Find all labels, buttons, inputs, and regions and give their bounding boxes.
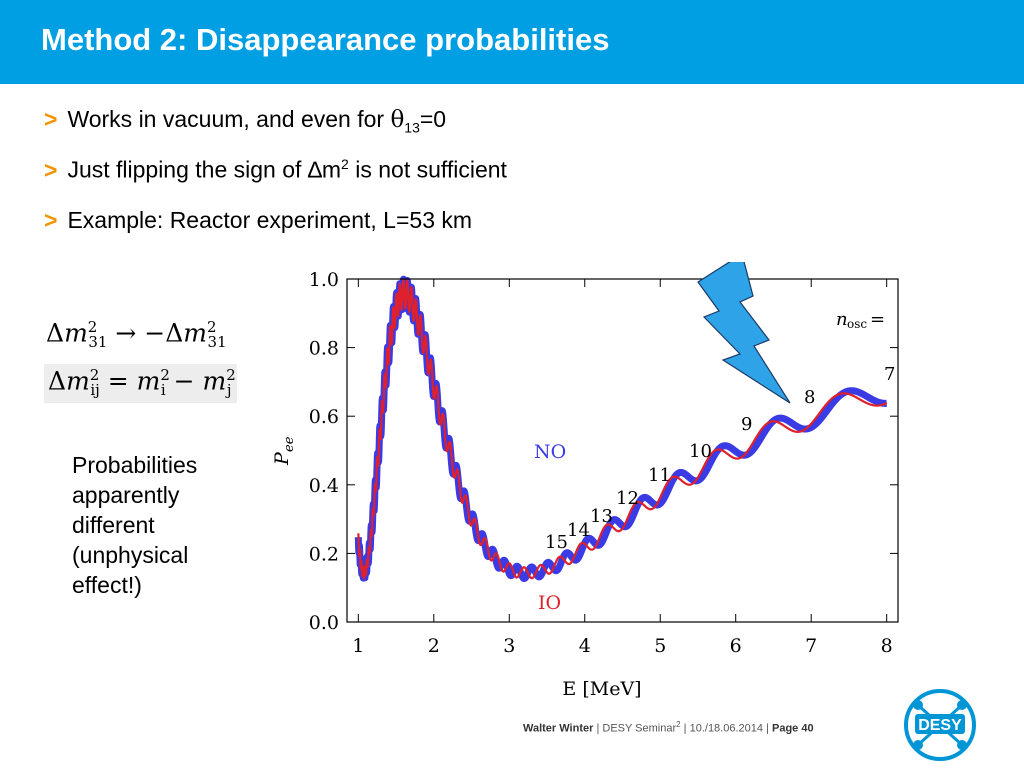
x-tick-label: 5 [654,635,666,657]
bullet-1-after: =0 [419,106,447,132]
m-glyph: m [66,366,90,396]
footer-dates: 10./18.06.2014 [689,722,763,735]
note-line: Probabilities [72,452,198,478]
y-axis-subscript: ee [282,436,297,452]
x-tick-label: 2 [428,635,440,657]
x-tick-label: 4 [579,635,591,657]
y-tick-label: 0.2 [309,543,339,565]
x-tick-label: 8 [881,635,893,657]
ticks [347,278,898,623]
bullet-3-text: Example: Reactor experiment, L=53 km [67,207,473,233]
series-label-no: NO [534,441,566,463]
bullet-marker-icon: > [44,207,58,233]
nosc-label: n osc = [836,309,885,331]
bullet-2-text: Just flipping the sign of [67,156,308,183]
plot-frame [346,278,899,623]
y-tick-labels: 0.0 0.2 0.4 0.6 0.8 1.0 [309,269,339,634]
nosc-12: 12 [616,488,639,509]
sup: 2 [226,366,236,384]
nosc-7: 7 [884,364,895,385]
delta-glyph: Δ [46,318,65,348]
sub: 31 [207,333,227,352]
nosc-8: 8 [804,387,815,408]
footer-separator: | [596,722,600,735]
series-label-io: IO [538,592,561,614]
y-tick-label: 0.4 [309,475,339,497]
x-axis-label: E [MeV] [562,678,641,700]
sub: i [160,381,166,400]
note-line: apparently [72,482,180,508]
sub: 31 [88,333,108,352]
x-tick-label: 7 [805,635,817,657]
x-tick-label: 1 [352,635,364,657]
equals-glyph: = [99,366,137,396]
x-tick-label: 3 [503,635,515,657]
y-tick-label: 0.6 [309,406,339,428]
y-tick-label: 0.0 [309,612,339,634]
formula-mass-difference: Δm2ij = m2i − m2j [44,364,238,404]
bullet-3: > Example: Reactor experiment, L=53 km [44,207,472,234]
delta-glyph: Δ [48,366,67,396]
bullet-2-after: is not sufficient [348,156,507,183]
x-tick-labels: 1 2 3 4 5 6 7 8 [352,635,892,657]
footer-separator: | [766,722,769,735]
footer-separator: | [683,722,687,735]
sup: 2 [207,318,217,336]
series-line-io [357,278,888,580]
y-axis-symbol: P [271,451,293,466]
arrow-glyph: → − [107,318,166,348]
note-line: different [72,512,155,538]
nosc-13: 13 [590,506,613,527]
title-bar: Method 2: Disappearance probabilities [0,0,1024,84]
footer-author: Walter Winter [523,722,594,735]
theta-symbol: θ [390,107,405,133]
nosc-14: 14 [567,520,590,541]
bullet-1-text: Works in vacuum, and even for [67,106,391,132]
bullet-marker-icon: > [44,156,58,183]
m-glyph: m [64,318,88,348]
desy-logo-icon: DESY [904,689,976,761]
slide-title: Method 2: Disappearance probabilities [41,22,610,57]
footer: Walter Winter | DESY Seminar2 | 10./18.0… [523,720,814,735]
y-tick-label: 0.8 [309,338,339,360]
nosc-9: 9 [741,414,752,435]
sup: 2 [160,366,170,384]
theta-subscript: 13 [404,119,420,136]
note-text: Probabilities apparently different (unph… [72,450,197,600]
m-glyph: m [183,318,207,348]
formula-sign-flip: Δm231 → −Δm231 [46,318,227,351]
footer-event-sup: 2 [676,720,681,729]
y-tick-label: 1.0 [309,269,339,291]
y-axis-label: P ee [271,436,297,466]
sup: 2 [89,366,100,384]
nosc-11: 11 [648,465,671,486]
nosc-15: 15 [545,532,568,553]
sup: 2 [87,318,98,336]
note-line: effect!) [72,572,142,598]
nosc-10: 10 [689,441,712,462]
bullet-marker-icon: > [44,106,58,132]
sub: ij [90,381,100,400]
minus-glyph: − [165,366,203,396]
footer-page: Page 40 [771,722,814,735]
m-glyph: m [136,366,161,396]
sub: j [226,381,232,400]
bullet-2: > Just flipping the sign of ∆m2 is not su… [44,156,507,184]
nosc-equals: = [870,309,885,330]
logo-text: DESY [918,717,962,734]
delta-m-symbol: ∆m [307,156,342,183]
bullet-1: > Works in vacuum, and even for θ13=0 [44,106,446,136]
delta-m-superscript: 2 [341,156,349,172]
footer-event: DESY Seminar [602,722,677,735]
delta-glyph: Δ [165,318,184,348]
lightning-icon [697,262,791,404]
note-line: (unphysical [72,542,189,568]
x-tick-label: 6 [730,635,742,657]
m-glyph: m [202,366,227,396]
nosc-subscript: osc [847,317,867,331]
nosc-symbol: n [836,309,848,330]
